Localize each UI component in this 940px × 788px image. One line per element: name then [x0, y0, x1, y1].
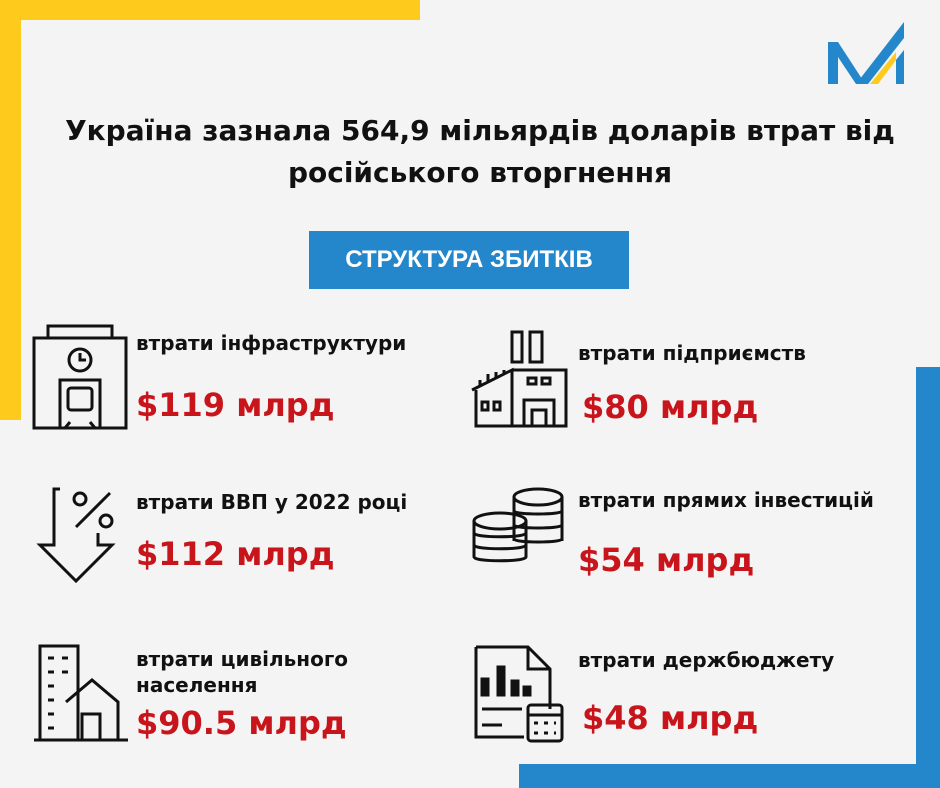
factory-icon	[471, 330, 568, 428]
item-value: $112 млрд	[136, 535, 335, 573]
item-label: втрати держбюджету	[578, 648, 835, 672]
item-label: втрати ВВП у 2022 році	[136, 490, 408, 514]
buildings-icon	[34, 644, 128, 742]
item-value: $80 млрд	[582, 388, 759, 426]
item-value: $54 млрд	[578, 541, 755, 579]
blue-frame-bottom	[519, 764, 940, 788]
percent-down-arrow-icon	[36, 487, 116, 584]
train-station-icon	[32, 324, 128, 430]
logo	[828, 22, 904, 84]
coins-icon	[472, 487, 564, 563]
item-value: $90.5 млрд	[136, 704, 347, 742]
item-label: втрати підприємств	[578, 341, 806, 365]
item-value: $48 млрд	[582, 699, 759, 737]
section-badge: СТРУКТУРА ЗБИТКІВ	[309, 231, 629, 289]
yellow-frame-top	[0, 0, 420, 20]
item-label: втрати цивільного населення	[136, 647, 349, 697]
item-label: втрати інфраструктури	[136, 331, 407, 355]
page-title: Україна зазнала 564,9 мільярдів доларів …	[65, 114, 895, 189]
item-value: $119 млрд	[136, 386, 335, 424]
budget-report-icon	[474, 645, 564, 743]
yellow-frame-left	[0, 0, 21, 420]
item-label: втрати прямих інвестицій	[578, 488, 874, 512]
blue-frame-right	[916, 367, 940, 788]
